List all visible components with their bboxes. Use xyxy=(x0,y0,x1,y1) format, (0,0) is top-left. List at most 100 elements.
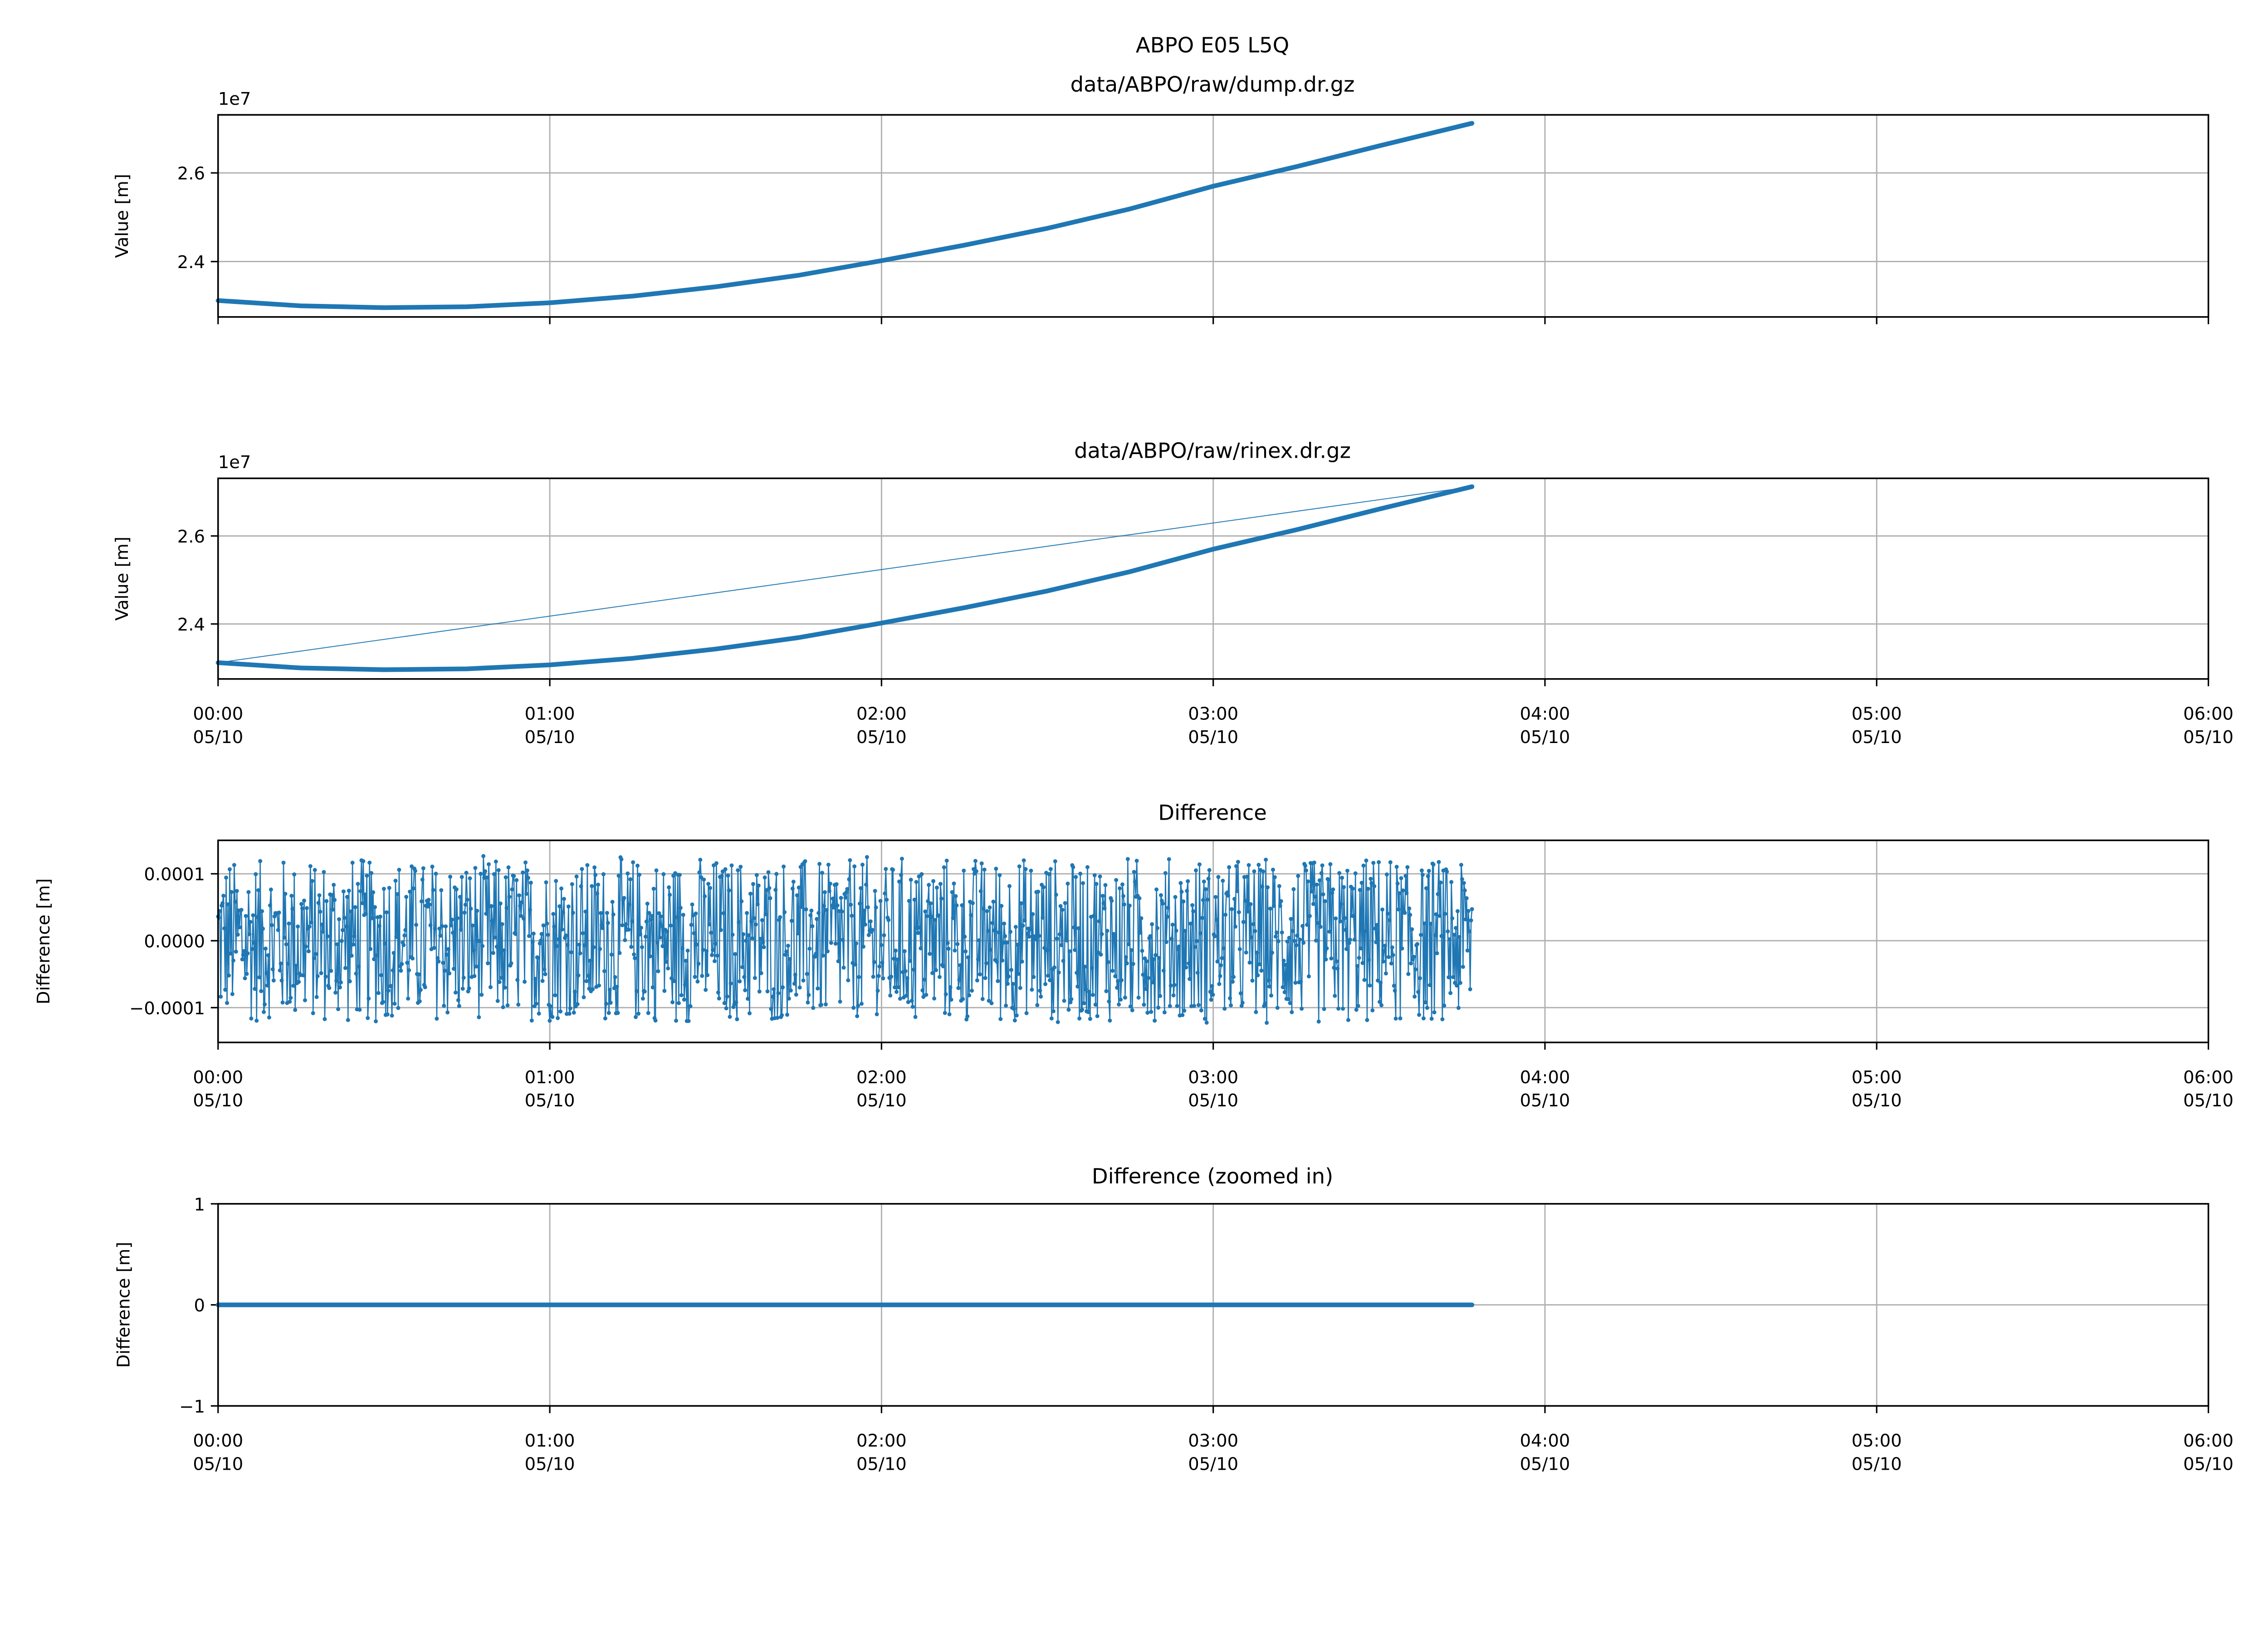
difference-point xyxy=(1410,927,1414,932)
difference-point xyxy=(1175,1004,1179,1008)
difference-point xyxy=(713,941,718,946)
difference-point xyxy=(526,875,530,880)
difference-point xyxy=(850,914,854,918)
difference-point xyxy=(569,950,573,954)
difference-point xyxy=(492,872,496,876)
difference-point xyxy=(789,919,794,923)
difference-point xyxy=(722,1001,727,1005)
difference-point xyxy=(1110,899,1114,903)
difference-point xyxy=(758,937,763,941)
difference-point xyxy=(1074,875,1078,879)
difference-point xyxy=(310,879,314,883)
figure-title: ABPO E05 L5Q xyxy=(1136,33,1289,57)
difference-point xyxy=(628,877,633,881)
difference-point xyxy=(372,957,376,961)
difference-point xyxy=(229,890,234,894)
difference-point xyxy=(1261,869,1266,874)
difference-point xyxy=(1116,979,1120,983)
difference-point xyxy=(478,939,482,944)
difference-point xyxy=(1117,1002,1121,1007)
difference-point xyxy=(469,906,473,911)
difference-point xyxy=(967,993,972,997)
difference-point xyxy=(1294,943,1299,948)
difference-point xyxy=(1277,884,1281,888)
y-tick-label: 2.4 xyxy=(177,252,205,273)
difference-point xyxy=(277,910,281,915)
difference-point xyxy=(1177,944,1181,949)
difference-point xyxy=(1022,918,1027,923)
difference-point xyxy=(733,952,738,956)
difference-point xyxy=(1403,874,1408,878)
difference-point xyxy=(347,979,352,983)
difference-point xyxy=(1065,938,1069,943)
x-tick-label-time: 00:00 xyxy=(193,1067,243,1088)
difference-point xyxy=(1351,914,1356,919)
difference-point xyxy=(882,933,886,938)
difference-point xyxy=(1193,945,1198,949)
difference-point xyxy=(1405,865,1410,870)
difference-point xyxy=(945,941,950,945)
difference-point xyxy=(1356,1003,1360,1008)
difference-point xyxy=(578,951,582,956)
difference-point xyxy=(498,901,503,906)
difference-point xyxy=(726,873,730,878)
difference-point xyxy=(917,874,921,879)
difference-point xyxy=(979,861,984,865)
difference-point xyxy=(1285,939,1290,944)
difference-point xyxy=(1245,875,1249,879)
difference-point xyxy=(1012,1018,1017,1023)
difference-point xyxy=(1066,1007,1071,1012)
difference-point xyxy=(624,922,628,926)
difference-point xyxy=(1173,895,1178,900)
difference-point xyxy=(662,988,667,993)
difference-point xyxy=(1465,948,1470,953)
difference-point xyxy=(1009,968,1013,972)
difference-point xyxy=(407,968,411,973)
difference-point xyxy=(225,1001,230,1005)
difference-point xyxy=(1328,862,1333,866)
difference-point xyxy=(453,990,458,995)
difference-point xyxy=(1279,899,1283,904)
difference-point xyxy=(909,878,913,882)
difference-point xyxy=(1271,904,1276,908)
difference-point xyxy=(227,867,232,871)
difference-point xyxy=(1203,887,1208,891)
difference-point xyxy=(875,1012,879,1017)
difference-point xyxy=(543,972,547,977)
difference-point xyxy=(313,868,317,872)
difference-point xyxy=(222,926,227,931)
difference-point xyxy=(698,857,703,862)
difference-point xyxy=(1028,927,1032,931)
y-axis-label: Value [m] xyxy=(112,537,132,621)
difference-point xyxy=(1364,858,1369,863)
difference-point xyxy=(443,968,447,973)
difference-point xyxy=(656,969,660,973)
difference-point xyxy=(985,909,989,914)
difference-point xyxy=(674,1018,678,1023)
difference-point xyxy=(1278,904,1282,908)
difference-point xyxy=(856,1003,860,1008)
x-tick-label-time: 01:00 xyxy=(525,1431,575,1451)
difference-point xyxy=(908,958,912,963)
difference-point xyxy=(880,960,885,965)
difference-point xyxy=(1346,1018,1350,1022)
difference-point xyxy=(997,930,1001,934)
difference-point xyxy=(767,886,772,890)
difference-point xyxy=(1470,907,1474,911)
difference-point xyxy=(1289,917,1293,921)
difference-point xyxy=(947,1012,952,1017)
difference-point xyxy=(657,911,661,915)
difference-point xyxy=(870,928,875,932)
difference-point xyxy=(1461,881,1466,885)
difference-point xyxy=(851,1006,856,1010)
difference-point xyxy=(1210,984,1214,988)
difference-point xyxy=(571,910,575,915)
difference-point xyxy=(1392,983,1396,988)
difference-point xyxy=(332,898,337,902)
difference-point xyxy=(1149,1010,1154,1014)
x-tick-label-time: 02:00 xyxy=(856,704,907,724)
difference-point xyxy=(1021,924,1025,928)
difference-point xyxy=(1008,929,1012,934)
difference-point xyxy=(496,868,501,872)
difference-point xyxy=(719,928,723,932)
